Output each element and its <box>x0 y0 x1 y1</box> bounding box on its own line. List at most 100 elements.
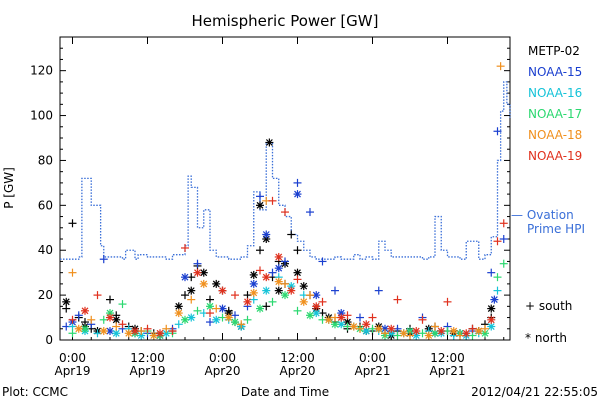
star-d2 <box>275 287 283 295</box>
noaa-18-north-point <box>349 322 358 331</box>
noaa-16-north-point <box>112 329 121 338</box>
legend-ovation-line1: — Ovation <box>511 208 574 222</box>
noaa-15-north-point <box>249 279 258 288</box>
x-tick-label: 0:00 <box>359 351 386 365</box>
noaa-17-north-point <box>231 318 239 327</box>
noaa-17-south-point <box>268 297 277 306</box>
noaa-19-south-point <box>468 324 477 333</box>
star-d2 <box>81 325 89 333</box>
noaa-15-north-point <box>490 295 499 304</box>
noaa-19-south-point <box>281 208 289 217</box>
noaa-15-south-point <box>331 286 339 295</box>
star-d2 <box>362 320 370 328</box>
star-d2 <box>250 271 258 279</box>
metp-02-south-point <box>206 295 214 304</box>
noaa-19-south-point <box>168 327 177 336</box>
x-tick-label: 12:00 <box>280 351 315 365</box>
star-d2 <box>219 305 226 313</box>
star-d2 <box>150 332 158 339</box>
noaa-17-south-point <box>193 306 202 315</box>
noaa-16-south-point <box>68 322 77 331</box>
noaa-17-south-point <box>499 259 508 268</box>
y-tick-label: 0 <box>45 333 53 347</box>
noaa-17-south-point <box>418 329 427 338</box>
noaa-15-south-point <box>499 235 508 243</box>
star-d2 <box>187 287 195 295</box>
star-d2 <box>256 201 264 209</box>
star-d2 <box>287 287 295 295</box>
noaa-19-north-point <box>337 313 346 322</box>
star-d2 <box>75 325 83 333</box>
noaa-18-south-point <box>237 320 246 329</box>
noaa-18-south-point <box>381 329 389 338</box>
noaa-16-south-point <box>93 329 102 338</box>
noaa-16-north-point <box>312 309 321 318</box>
noaa-17-south-point <box>99 315 108 324</box>
noaa-16-south-point <box>174 320 183 329</box>
star-d2 <box>81 307 89 315</box>
metp-02-south-point <box>106 295 114 304</box>
noaa-16-south-point <box>249 295 258 304</box>
noaa-19-south-point <box>493 237 502 246</box>
noaa-19-north-point <box>412 327 421 336</box>
noaa-19-south-point <box>143 324 152 333</box>
noaa-17-north-point <box>281 291 289 300</box>
noaa-19-north-point <box>131 327 139 336</box>
noaa-17-north-point <box>206 302 214 311</box>
x-axis-label: Date and Time <box>241 385 329 399</box>
noaa-17-north-point <box>306 311 314 320</box>
noaa-17-north-point <box>406 327 414 336</box>
noaa-16-north-point <box>187 313 196 322</box>
star-d2 <box>387 325 395 333</box>
legend-ovation-line2: Prime HPI <box>527 222 585 236</box>
noaa-15-north-point <box>274 264 283 273</box>
y-tick-label: 40 <box>38 243 53 257</box>
metp-02-south-point <box>287 230 296 239</box>
metp-02-north-point <box>487 304 496 313</box>
star-d2 <box>275 264 283 272</box>
noaa-15-south-point <box>231 311 239 320</box>
legend-noaa-17: NOAA-17 <box>528 107 582 121</box>
star-d2 <box>275 253 283 261</box>
metp-02-south-point <box>262 302 271 311</box>
metp-02-south-point <box>256 246 264 255</box>
star-d2 <box>156 329 164 337</box>
metp-02-south-point <box>68 219 77 228</box>
noaa-19-south-point <box>181 243 189 252</box>
y-axis: 0 20 40 60 80 100 120 <box>30 47 510 347</box>
noaa-15-south-point <box>281 257 289 266</box>
noaa-19-south-point <box>206 309 214 318</box>
metp-02-south-point <box>181 291 189 300</box>
noaa-15-south-point <box>487 268 496 277</box>
noaa-17-south-point <box>293 306 302 315</box>
noaa-19-north-point <box>312 302 321 311</box>
metp-02-north-point <box>249 270 258 279</box>
noaa-19-north-point <box>262 273 271 282</box>
noaa-19-north-point <box>487 315 496 324</box>
noaa-18-north-point <box>399 329 408 338</box>
noaa-18-north-point <box>274 277 283 286</box>
noaa-18-south-point <box>356 324 364 333</box>
x-tick-label: 0:00 <box>59 351 86 365</box>
noaa-19-south-point <box>68 315 77 324</box>
noaa-15-south-point <box>374 286 383 295</box>
noaa-15-south-point <box>99 255 108 264</box>
noaa-19-south-point <box>499 219 508 228</box>
noaa-15-north-point <box>262 230 271 239</box>
x-tick-date: Apr19 <box>54 364 90 378</box>
noaa-19-north-point <box>106 313 114 322</box>
noaa-19-north-point <box>156 329 164 338</box>
star-d2 <box>325 316 333 324</box>
noaa-18-south-point <box>406 331 414 340</box>
star-d2 <box>256 305 264 313</box>
noaa-16-north-point <box>212 315 221 324</box>
metp-02-south-point <box>243 291 252 300</box>
noaa-19-north-point <box>243 297 252 306</box>
noaa-19-north-point <box>387 324 396 333</box>
star-d2 <box>162 329 170 337</box>
noaa-18-south-point <box>112 322 121 331</box>
noaa-19-north-point <box>287 286 296 295</box>
star-d2 <box>312 291 320 299</box>
metp-02-north-point <box>274 286 283 295</box>
